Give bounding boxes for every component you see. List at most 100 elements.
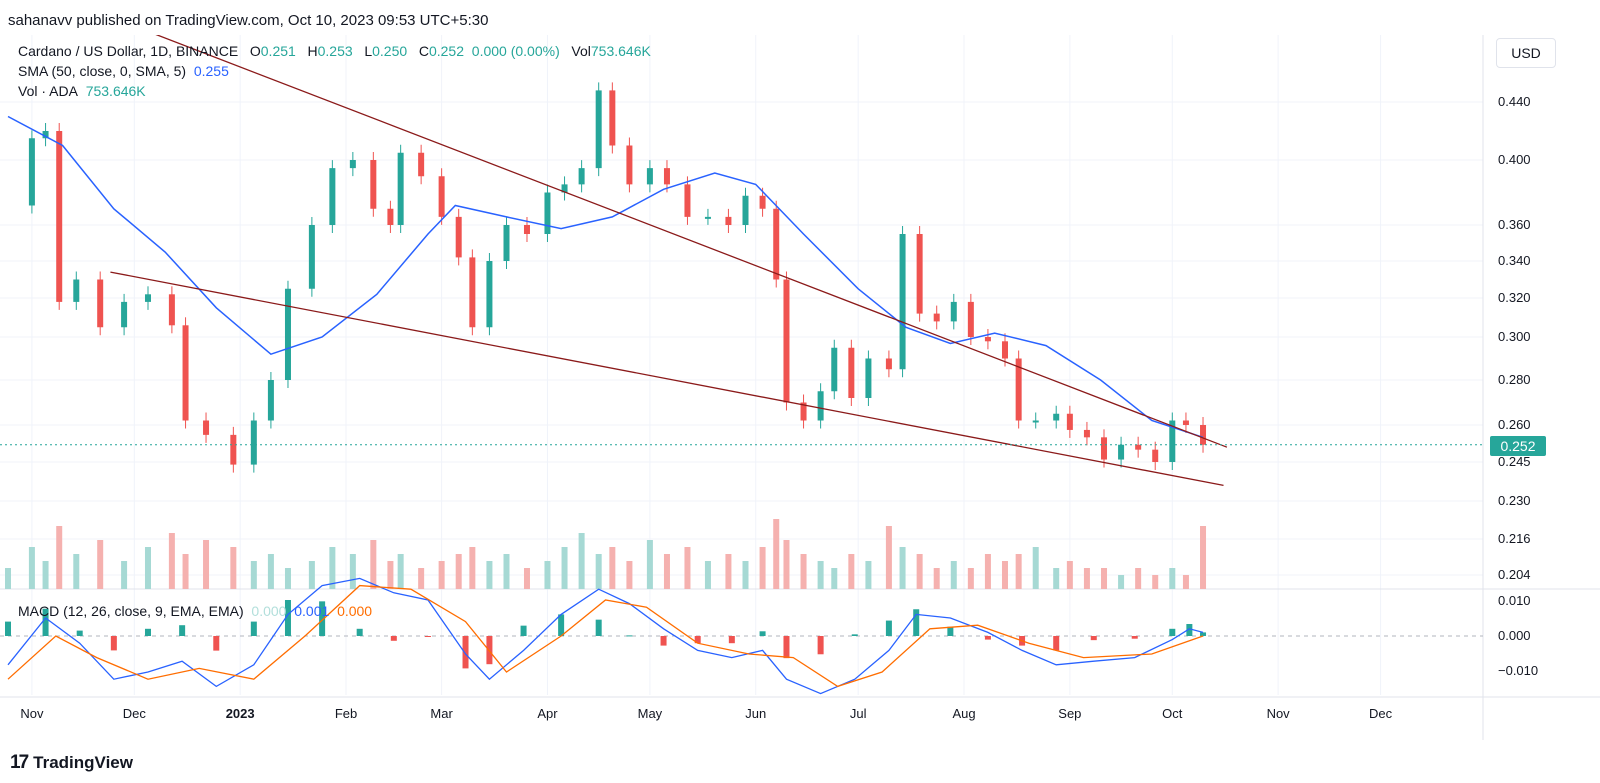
candle-body xyxy=(284,288,291,380)
macd-legend: MACD (12, 26, close, 9, EMA, EMA) 0.000 … xyxy=(18,603,372,619)
candle-body xyxy=(1200,425,1207,445)
macd-histogram-bar xyxy=(213,636,220,651)
price-tick-label: 0.245 xyxy=(1498,454,1531,469)
legend-c-label: C xyxy=(418,43,429,59)
price-legend: Cardano / US Dollar, 1D, BINANCE O0.251 … xyxy=(18,43,651,59)
candle-body xyxy=(1066,413,1073,430)
macd-histogram-bar xyxy=(660,636,667,646)
candle-body xyxy=(182,325,189,421)
volume-bar xyxy=(1169,568,1176,589)
candle-body xyxy=(97,279,104,328)
macd-histogram-bar xyxy=(947,626,954,636)
x-tick-label: Feb xyxy=(335,706,357,721)
candle-body xyxy=(783,279,790,403)
tradingview-logo[interactable]: 17 TradingView xyxy=(10,752,133,774)
macd-histogram-bar xyxy=(851,634,858,636)
candle-body xyxy=(626,145,633,185)
publisher-line: sahanavv published on TradingView.com, O… xyxy=(8,12,489,29)
macd-label: MACD (12, 26, close, 9, EMA, EMA) xyxy=(18,603,244,619)
volume-bar xyxy=(646,540,653,589)
macd-histogram-bar xyxy=(1186,624,1193,636)
legend-high: 0.253 xyxy=(317,43,353,59)
macd-histogram-bar xyxy=(462,636,469,669)
volume-bar xyxy=(725,554,732,589)
volume-bar xyxy=(1118,575,1125,589)
publisher-header: sahanavv published on TradingView.com, O… xyxy=(0,0,1600,40)
legend-open: 0.251 xyxy=(260,43,296,59)
volume-bar xyxy=(704,561,711,589)
macd-histogram-bar xyxy=(1169,628,1176,636)
candle-body xyxy=(523,225,530,234)
trendline-upper xyxy=(155,35,1228,448)
x-tick-label: Nov xyxy=(1267,706,1291,721)
candle-body xyxy=(144,294,151,302)
chart-svg[interactable]: Nov Dec 2023 Feb Mar Apr May Jun Jul Aug Sep Oct Nov… xyxy=(0,35,1600,740)
price-tick-label: 0.260 xyxy=(1498,417,1531,432)
tradingview-logo-icon: 17 xyxy=(10,752,29,773)
macd-histogram-bar xyxy=(728,636,735,644)
candle-body xyxy=(933,313,940,322)
sma-label: SMA (50, close, 0, SMA, 5) xyxy=(18,63,187,79)
legend-close: 0.252 xyxy=(428,43,465,59)
candle-body xyxy=(121,301,128,328)
candle-body xyxy=(267,380,274,421)
volume-bar xyxy=(73,554,80,589)
x-tick-label: Aug xyxy=(952,706,975,721)
candle-body xyxy=(387,208,394,225)
macd-histogram-bar xyxy=(817,636,824,655)
macd-histogram-bar xyxy=(1131,636,1138,639)
volume-bar xyxy=(950,561,957,589)
price-tick-label: 0.230 xyxy=(1498,493,1531,508)
candle-body xyxy=(308,225,315,289)
macd-histogram-bar xyxy=(250,621,257,636)
volume-bar xyxy=(329,547,336,589)
candle-body xyxy=(1135,444,1142,450)
candle-body xyxy=(469,257,476,328)
volume-bar xyxy=(250,561,257,589)
macd-histogram-bar xyxy=(144,628,151,636)
macd-histogram-bar xyxy=(1053,636,1060,651)
candle-body xyxy=(329,168,336,225)
candle-body xyxy=(595,90,602,169)
volume-bar xyxy=(486,561,493,589)
volume-bar xyxy=(817,561,824,589)
legend-low: 0.250 xyxy=(372,43,408,59)
candle-body xyxy=(544,192,551,234)
volume-bar xyxy=(438,561,445,589)
volume-legend: Vol · ADA 753.646K xyxy=(18,83,146,99)
volume-bar xyxy=(182,554,189,589)
candle-body xyxy=(56,131,63,302)
x-tick-label: Apr xyxy=(537,706,558,721)
volume-bar xyxy=(418,568,425,589)
volume-bar xyxy=(1001,561,1008,589)
candle-body xyxy=(704,216,711,219)
volume-bar xyxy=(97,540,104,589)
candle-body xyxy=(609,90,616,146)
volume-bar xyxy=(544,561,551,589)
volume-bar xyxy=(885,526,892,589)
volume-bar xyxy=(56,526,63,589)
candle-body xyxy=(486,261,493,328)
legend-symbol: Cardano / US Dollar, 1D, BINANCE xyxy=(18,43,239,59)
volume-bar xyxy=(1182,575,1189,589)
volume-bar xyxy=(1152,575,1159,589)
macd-histogram-bar xyxy=(390,636,397,641)
volume-bar xyxy=(759,547,766,589)
candle-body xyxy=(916,234,923,314)
candle-body xyxy=(1053,413,1060,421)
legend-h-label: H xyxy=(307,43,318,59)
legend-vol: 753.646K xyxy=(590,43,651,59)
chart-area[interactable]: Nov Dec 2023 Feb Mar Apr May Jun Jul Aug Sep Oct Nov… xyxy=(0,35,1600,740)
candle-body xyxy=(742,195,749,225)
volume-bar xyxy=(984,554,991,589)
macd-histogram-bar xyxy=(1200,632,1207,636)
volume-bar xyxy=(469,547,476,589)
currency-button[interactable]: USD xyxy=(1496,38,1556,68)
candle-body xyxy=(28,138,35,206)
candle-body xyxy=(984,337,991,342)
x-tick-label: Sep xyxy=(1058,706,1081,721)
macd-histogram-bar xyxy=(913,609,920,636)
trendline-lower xyxy=(110,271,1224,487)
macd-histogram-bar xyxy=(179,625,186,636)
macd-line-value: 0.001 xyxy=(294,603,330,619)
